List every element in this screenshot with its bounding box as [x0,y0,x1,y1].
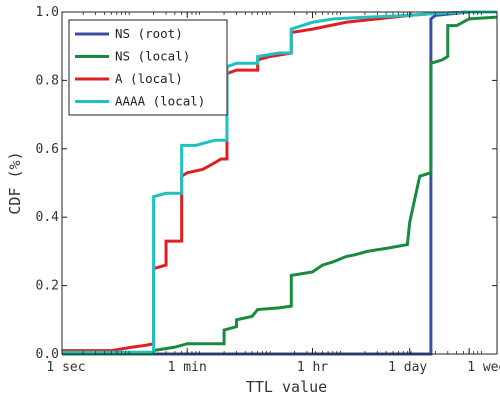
legend-label: AAAA (local) [115,94,205,109]
y-tick-label: 0.4 [36,210,60,225]
y-tick-label: 0.0 [36,347,59,362]
x-tick-label: 1 day [388,360,427,375]
legend-label: NS (local) [115,49,190,64]
y-axis-title: CDF (%) [6,151,24,214]
series-line-2 [62,15,498,356]
legend: NS (root) NS (local) A (local) AAAA (local) [68,19,228,116]
y-tick-label: 0.8 [36,73,59,88]
x-axis-title: TTL value [246,378,327,396]
y-tick-label: 1.0 [36,5,59,20]
x-tick-label: 1 min [168,360,207,375]
ticks-layer: 0.0 0.2 0.4 0.6 0.8 1.0 1 sec 1 min 1 hr 1 day 1 w… [36,5,500,375]
legend-label: A (local) [115,71,183,86]
legend-label: NS (root) [115,26,183,41]
x-tick-label: 1 sec [46,360,85,375]
plot-frame [61,11,498,355]
x-tick-label: 1 hr [297,360,328,375]
y-tick-label: 0.6 [36,142,59,157]
legend-box [68,19,228,116]
x-tick-label: 1 week [467,360,500,375]
series-line-4 [62,10,497,354]
y-tick-label: 0.2 [36,279,59,294]
